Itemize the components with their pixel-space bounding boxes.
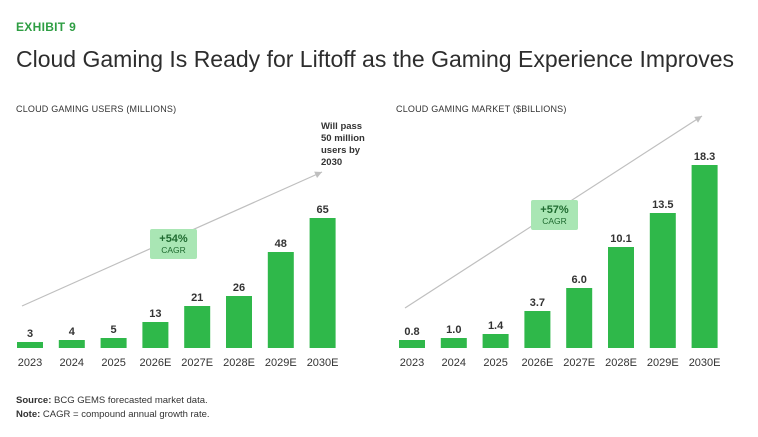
x-tick-label: 2023 <box>18 357 42 369</box>
bar-value-label: 5 <box>111 324 117 336</box>
users-chart-title: CLOUD GAMING USERS (MILLIONS) <box>16 104 177 114</box>
bar-value-label: 65 <box>316 204 328 216</box>
bar-2027e <box>566 288 593 348</box>
bar-value-label: 13.5 <box>652 199 673 211</box>
annotation-line: 2030 <box>321 157 342 168</box>
bar-2026e <box>524 311 551 348</box>
x-tick-label: 2024 <box>442 357 466 369</box>
bar-value-label: 21 <box>191 292 203 304</box>
cagr-value: +54% <box>159 233 188 245</box>
x-tick-label: 2029E <box>647 357 679 369</box>
cagr-label: CAGR <box>161 245 186 255</box>
bar-value-label: 18.3 <box>694 151 715 163</box>
annotation-line: users by <box>321 145 361 156</box>
bar-value-label: 1.4 <box>488 320 504 332</box>
x-tick-label: 2030E <box>689 357 721 369</box>
cagr-label: CAGR <box>542 216 567 226</box>
bar-2025 <box>482 334 509 348</box>
bar-value-label: 26 <box>233 282 245 294</box>
x-tick-label: 2025 <box>483 357 507 369</box>
bar-value-label: 1.0 <box>446 324 461 336</box>
x-tick-label: 2024 <box>60 357 84 369</box>
x-tick-label: 2026E <box>139 357 171 369</box>
bar-value-label: 0.8 <box>404 326 419 338</box>
bar-value-label: 48 <box>275 238 287 250</box>
bar-value-label: 4 <box>69 326 76 338</box>
bar-2028e <box>226 296 252 348</box>
x-tick-label: 2023 <box>400 357 424 369</box>
bar-value-label: 10.1 <box>610 233 631 245</box>
x-tick-label: 2026E <box>521 357 553 369</box>
bar-2023 <box>399 340 425 348</box>
x-tick-label: 2030E <box>307 357 339 369</box>
source-note: Source: BCG GEMS forecasted market data. <box>16 395 208 406</box>
exhibit-label: EXHIBIT 9 <box>16 20 77 34</box>
cagr-badge <box>150 229 197 259</box>
bar-2023 <box>17 342 43 348</box>
market-chart-title: CLOUD GAMING MARKET ($BILLIONS) <box>396 104 567 114</box>
source-label: Source: <box>16 395 52 406</box>
bar-2029e <box>267 252 294 348</box>
x-tick-label: 2027E <box>563 357 595 369</box>
note-label: Note: <box>16 409 41 420</box>
page-title: Cloud Gaming Is Ready for Liftoff as the… <box>16 46 735 72</box>
bar-2024 <box>58 340 85 348</box>
x-tick-label: 2025 <box>101 357 125 369</box>
bar-2026e <box>142 322 169 348</box>
footnote: Note: CAGR = compound annual growth rate… <box>16 409 210 420</box>
trend-arrow-head <box>314 171 322 179</box>
note-text: CAGR = compound annual growth rate. <box>40 409 210 420</box>
bar-2028e <box>608 247 634 348</box>
annotation-line: Will pass <box>321 121 362 132</box>
cagr-badge <box>531 200 578 230</box>
x-tick-label: 2029E <box>265 357 297 369</box>
users-bar-chart: 3 2023 4 2024 5 2025 13 2026E 21 2027E 26 2028E 48 20… <box>17 121 365 369</box>
x-tick-label: 2028E <box>605 357 637 369</box>
bar-value-label: 3 <box>27 328 33 340</box>
cagr-value: +57% <box>540 204 569 216</box>
x-tick-label: 2027E <box>181 357 213 369</box>
bar-2030e <box>309 218 336 348</box>
x-tick-label: 2028E <box>223 357 255 369</box>
bar-2027e <box>184 306 211 348</box>
source-text: BCG GEMS forecasted market data. <box>51 395 208 406</box>
bar-value-label: 3.7 <box>530 297 545 309</box>
annotation-line: 50 million <box>321 133 365 144</box>
trend-arrow-head <box>694 116 702 123</box>
bar-2024 <box>440 338 467 348</box>
bar-value-label: 6.0 <box>572 274 587 286</box>
bar-2030e <box>691 165 718 348</box>
bar-value-label: 13 <box>149 308 161 320</box>
bar-2025 <box>100 338 127 348</box>
bar-2029e <box>649 213 676 348</box>
